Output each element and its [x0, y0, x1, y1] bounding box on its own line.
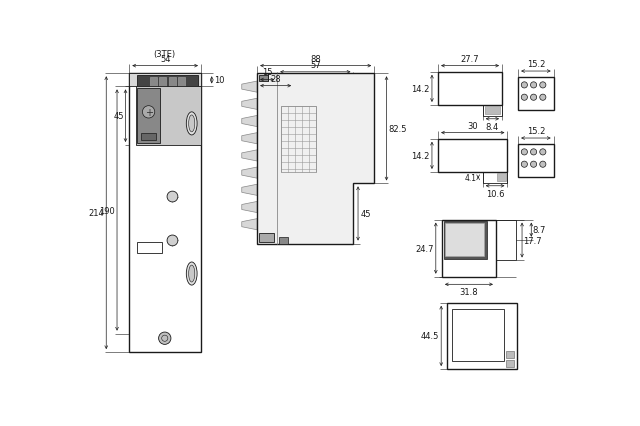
Circle shape [521, 162, 527, 168]
Text: 54: 54 [160, 55, 170, 63]
Bar [442, 220, 496, 277]
Text: 190: 190 [99, 206, 115, 215]
Circle shape [167, 236, 178, 246]
Text: 17.7: 17.7 [524, 236, 542, 245]
Text: 4.1: 4.1 [465, 173, 477, 182]
Polygon shape [242, 150, 257, 161]
Bar [141, 133, 156, 141]
Circle shape [531, 95, 537, 101]
Text: 15.2: 15.2 [527, 127, 545, 135]
Bar [518, 78, 554, 111]
Text: 88: 88 [310, 55, 321, 63]
Text: +: + [145, 108, 152, 118]
Bar [506, 360, 513, 368]
Bar [137, 242, 162, 253]
Text: 57: 57 [310, 60, 321, 69]
Circle shape [531, 83, 537, 89]
Text: 10: 10 [214, 76, 225, 85]
Text: 27.7: 27.7 [461, 55, 479, 63]
Bar [452, 309, 504, 362]
Ellipse shape [189, 115, 195, 132]
Text: 30: 30 [467, 121, 478, 130]
Circle shape [521, 83, 527, 89]
Text: 8.7: 8.7 [533, 226, 546, 235]
Bar [281, 107, 316, 173]
Text: 24.7: 24.7 [415, 244, 433, 253]
Circle shape [540, 83, 546, 89]
Polygon shape [242, 133, 257, 144]
Polygon shape [242, 185, 257, 196]
Circle shape [540, 150, 546, 155]
Text: 44.5: 44.5 [420, 331, 439, 341]
Bar [444, 222, 486, 259]
Bar [129, 74, 201, 352]
Bar [485, 107, 500, 115]
Text: 8.4: 8.4 [486, 123, 499, 132]
Text: (3TE): (3TE) [154, 50, 176, 59]
Bar [438, 139, 508, 173]
Circle shape [521, 150, 527, 155]
Circle shape [521, 95, 527, 101]
Text: 28: 28 [270, 75, 281, 83]
Text: 14.2: 14.2 [412, 85, 429, 94]
Text: 82.5: 82.5 [389, 124, 407, 134]
Ellipse shape [189, 265, 195, 282]
Text: 15.2: 15.2 [527, 60, 545, 69]
Polygon shape [242, 99, 257, 110]
Bar [518, 145, 554, 178]
Ellipse shape [186, 112, 197, 135]
Polygon shape [242, 202, 257, 213]
Circle shape [159, 332, 171, 345]
Bar [496, 220, 516, 261]
Circle shape [540, 95, 546, 101]
Bar [129, 74, 201, 87]
Ellipse shape [186, 262, 197, 285]
Bar [279, 238, 288, 244]
Bar [483, 173, 508, 183]
Bar [178, 78, 185, 89]
Circle shape [531, 162, 537, 168]
Bar [259, 76, 268, 82]
Bar [259, 233, 274, 242]
Bar [159, 78, 166, 89]
Circle shape [143, 106, 155, 119]
Bar [438, 72, 502, 106]
Bar [136, 87, 201, 146]
Polygon shape [257, 74, 374, 244]
Bar [483, 106, 502, 116]
Text: 15: 15 [262, 68, 273, 77]
Bar [137, 76, 198, 91]
Bar [506, 351, 513, 358]
Bar [168, 78, 175, 89]
Polygon shape [242, 82, 257, 93]
Circle shape [540, 162, 546, 168]
Text: 214: 214 [88, 209, 104, 218]
Polygon shape [242, 116, 257, 127]
Text: 14.2: 14.2 [412, 152, 429, 161]
Text: 45: 45 [360, 210, 371, 219]
Text: 10.6: 10.6 [486, 190, 504, 199]
Bar [445, 223, 484, 256]
Text: 31.8: 31.8 [460, 288, 478, 296]
Circle shape [167, 192, 178, 202]
Bar [447, 303, 516, 369]
Bar [497, 174, 506, 182]
Bar [137, 89, 160, 144]
Bar [150, 78, 157, 89]
Polygon shape [242, 167, 257, 179]
Circle shape [531, 150, 537, 155]
Text: 45: 45 [113, 112, 124, 121]
Polygon shape [242, 219, 257, 230]
